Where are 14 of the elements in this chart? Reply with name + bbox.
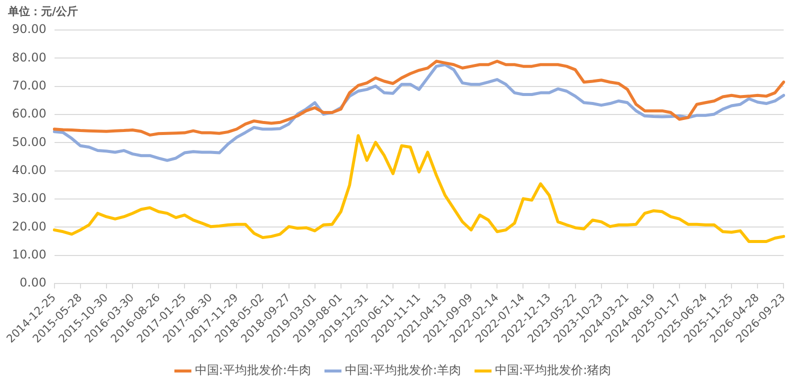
y-tick-label: 50.00 — [12, 134, 46, 149]
y-tick-label: 20.00 — [12, 219, 46, 234]
y-tick-label: 60.00 — [12, 106, 46, 121]
y-axis-title: 单位：元/公斤 — [8, 4, 78, 19]
legend-label: 中国:平均批发价:猪肉 — [495, 363, 612, 378]
y-tick-label: 30.00 — [12, 191, 46, 206]
y-tick-label: 0.00 — [20, 276, 46, 290]
legend-label: 中国:平均批发价:羊肉 — [344, 363, 462, 378]
y-tick-label: 80.00 — [12, 50, 46, 64]
legend-label: 中国:平均批发价:牛肉 — [194, 363, 311, 378]
y-tick-label: 70.00 — [12, 78, 46, 92]
y-tick-label: 10.00 — [12, 247, 46, 262]
y-tick-label: 40.00 — [12, 162, 46, 177]
y-tick-label: 90.00 — [12, 22, 46, 36]
